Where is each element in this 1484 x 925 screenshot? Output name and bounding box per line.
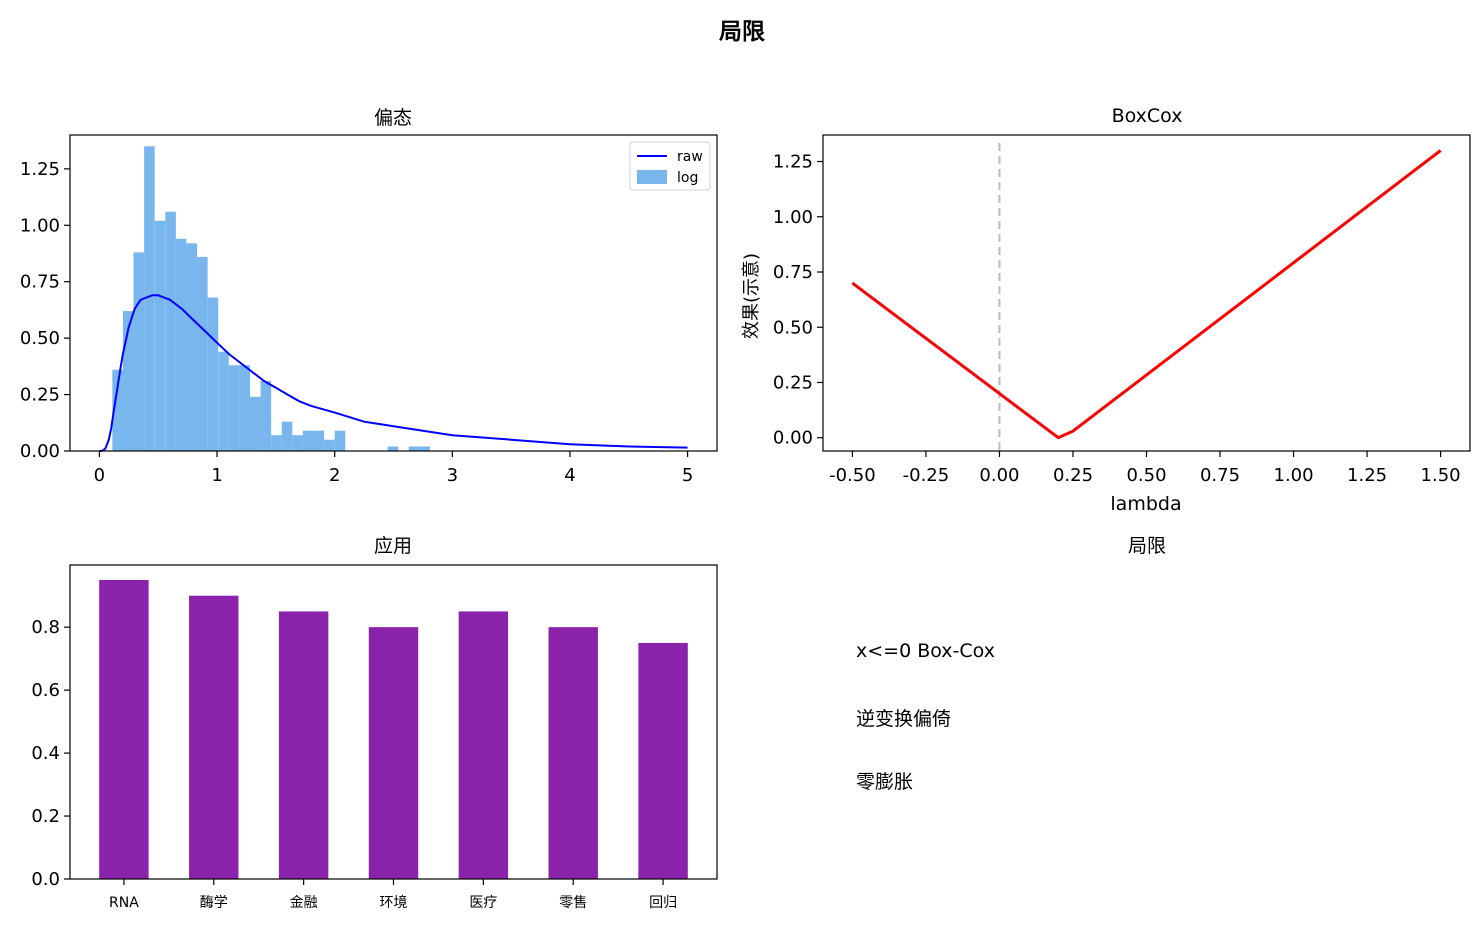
y-tick-label: 1.00 (20, 215, 60, 236)
category-label: 零售 (559, 895, 587, 911)
histogram-bar (292, 435, 303, 451)
legend-log-label: log (677, 170, 698, 186)
y-tick-label: 0.8 (31, 617, 60, 638)
histogram-bar (175, 238, 187, 451)
x-tick-label: 5 (682, 465, 693, 486)
boxcox-ylabel: 效果(示意) (741, 253, 762, 339)
application-bar (638, 642, 688, 879)
y-tick-label: 0.6 (31, 680, 60, 701)
x-tick-label: -0.50 (829, 465, 876, 486)
histogram-bar (387, 446, 399, 451)
x-tick-label: 1.25 (1347, 465, 1387, 486)
y-tick-label: 1.25 (773, 152, 813, 173)
boxcox-panel-title: BoxCox (1112, 105, 1183, 127)
category-label: 金融 (290, 895, 318, 911)
skew-panel-title: 偏态 (374, 107, 412, 129)
y-tick-label: 0.75 (773, 262, 813, 283)
application-bar (458, 611, 509, 879)
x-tick-label: 1.00 (1274, 465, 1314, 486)
histogram-bar (408, 446, 420, 451)
limitations-panel-title: 局限 (1128, 535, 1166, 557)
raw-curve-line (99, 294, 688, 452)
application-panel-title: 应用 (374, 535, 412, 557)
histogram-bar (207, 297, 219, 451)
application-bar (368, 627, 419, 879)
histogram-bar (302, 430, 314, 451)
y-tick-label: 0.0 (31, 869, 60, 890)
histogram-bar (271, 435, 282, 451)
histogram-bar (260, 381, 272, 451)
boxcox-panel: BoxCox -0.50 -0.25 0.00 0.25 0.50 0.75 1.00 1.2… (741, 105, 1471, 515)
histogram-bar (186, 243, 198, 451)
figure-title: 局限 (719, 19, 765, 45)
category-label: RNA (109, 895, 139, 911)
legend-log-swatch (637, 170, 667, 184)
boxcox-axes-frame (822, 134, 1471, 452)
histogram-bar (239, 365, 250, 451)
skew-panel: 偏态 0 1 2 3 4 5 0.00 0.25 0.50 0.75 1.00 1.25 raw l… (20, 107, 718, 486)
histogram-bar (133, 252, 145, 451)
y-tick-label: 0.2 (31, 806, 60, 827)
x-tick-label: 4 (564, 465, 575, 486)
x-tick-label: 0 (94, 465, 105, 486)
application-bar (189, 595, 239, 879)
y-tick-label: 0.50 (20, 328, 60, 349)
y-tick-label: 0.4 (31, 743, 60, 764)
histogram-bar (419, 446, 430, 451)
application-bar (548, 627, 598, 879)
x-tick-label: -0.25 (903, 465, 950, 486)
limitation-item-2: 逆变换偏倚 (856, 708, 952, 730)
histogram-bar (122, 311, 134, 451)
x-tick-label: 2 (329, 465, 340, 486)
y-tick-label: 0.00 (20, 441, 60, 462)
y-tick-label: 1.25 (20, 159, 60, 180)
histogram-bar (154, 220, 166, 451)
x-tick-label: 3 (447, 465, 458, 486)
category-label: 环境 (380, 895, 408, 911)
histogram-bar (197, 256, 208, 451)
y-tick-label: 1.00 (773, 207, 813, 228)
application-bar (278, 611, 329, 879)
histogram-bar (324, 439, 335, 451)
category-label: 医疗 (469, 895, 497, 911)
x-tick-label: 0.75 (1200, 465, 1240, 486)
skew-legend: raw log (629, 141, 711, 191)
histogram-bar (281, 421, 293, 451)
y-tick-label: 0.75 (20, 272, 60, 293)
y-tick-label: 0.25 (773, 372, 813, 393)
histogram-bar (218, 351, 229, 451)
histogram-bar (228, 365, 240, 451)
x-tick-label: 1 (211, 465, 222, 486)
x-tick-label: 0.25 (1053, 465, 1093, 486)
histogram-bar (249, 396, 261, 451)
limitation-item-3: 零膨胀 (856, 771, 914, 793)
category-label: 酶学 (200, 895, 228, 911)
y-tick-label: 0.50 (773, 317, 813, 338)
skew-axes-frame (69, 134, 718, 452)
limitation-item-1: x<=0 Box-Cox (856, 640, 995, 662)
histogram-bar (313, 430, 325, 451)
application-panel: 应用 RNA 酶学 金融 环境 医疗 零售 回归 0.0 0.2 0.4 0.6 0.8 (31, 535, 718, 911)
histogram-bar (144, 146, 155, 452)
application-bar (99, 579, 149, 879)
x-tick-label: 0.00 (979, 465, 1019, 486)
histogram-bar (112, 369, 123, 451)
y-tick-label: 0.25 (20, 385, 60, 406)
histogram-bar (334, 430, 346, 451)
histogram-bar (165, 211, 176, 451)
y-tick-label: 0.00 (773, 428, 813, 449)
category-label: 回归 (649, 894, 677, 911)
x-tick-label: 1.50 (1421, 465, 1461, 486)
x-tick-label: 0.50 (1126, 465, 1166, 486)
legend-raw-label: raw (677, 149, 703, 165)
boxcox-xlabel: lambda (1110, 493, 1181, 515)
boxcox-effect-line (851, 149, 1442, 440)
